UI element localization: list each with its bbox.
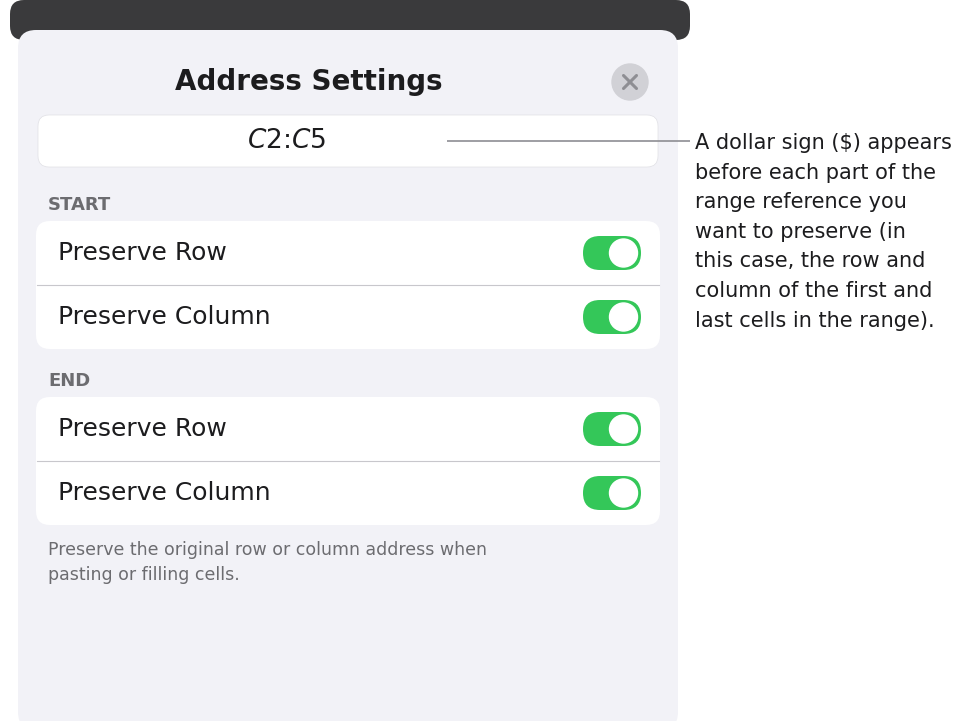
Circle shape (611, 64, 647, 100)
Text: Preserve the original row or column address when
pasting or filling cells.: Preserve the original row or column addr… (48, 541, 486, 584)
FancyBboxPatch shape (583, 236, 641, 270)
Text: A dollar sign ($) appears
before each part of the
range reference you
want to pr: A dollar sign ($) appears before each pa… (694, 133, 951, 331)
Text: Preserve Row: Preserve Row (58, 417, 227, 441)
Text: END: END (48, 372, 90, 390)
FancyBboxPatch shape (36, 221, 659, 349)
FancyBboxPatch shape (38, 115, 657, 167)
FancyBboxPatch shape (18, 30, 678, 721)
Text: Preserve Column: Preserve Column (58, 305, 270, 329)
Text: Preserve Row: Preserve Row (58, 241, 227, 265)
Circle shape (609, 303, 637, 331)
Text: START: START (48, 196, 111, 214)
Circle shape (609, 479, 637, 507)
FancyBboxPatch shape (583, 300, 641, 334)
FancyBboxPatch shape (10, 0, 689, 40)
Circle shape (609, 239, 637, 267)
FancyBboxPatch shape (583, 476, 641, 510)
Text: $C$2:$C$5: $C$2:$C$5 (246, 128, 325, 154)
Text: Preserve Column: Preserve Column (58, 481, 270, 505)
Circle shape (609, 415, 637, 443)
Text: Address Settings: Address Settings (174, 68, 442, 96)
FancyBboxPatch shape (36, 397, 659, 525)
FancyBboxPatch shape (583, 412, 641, 446)
